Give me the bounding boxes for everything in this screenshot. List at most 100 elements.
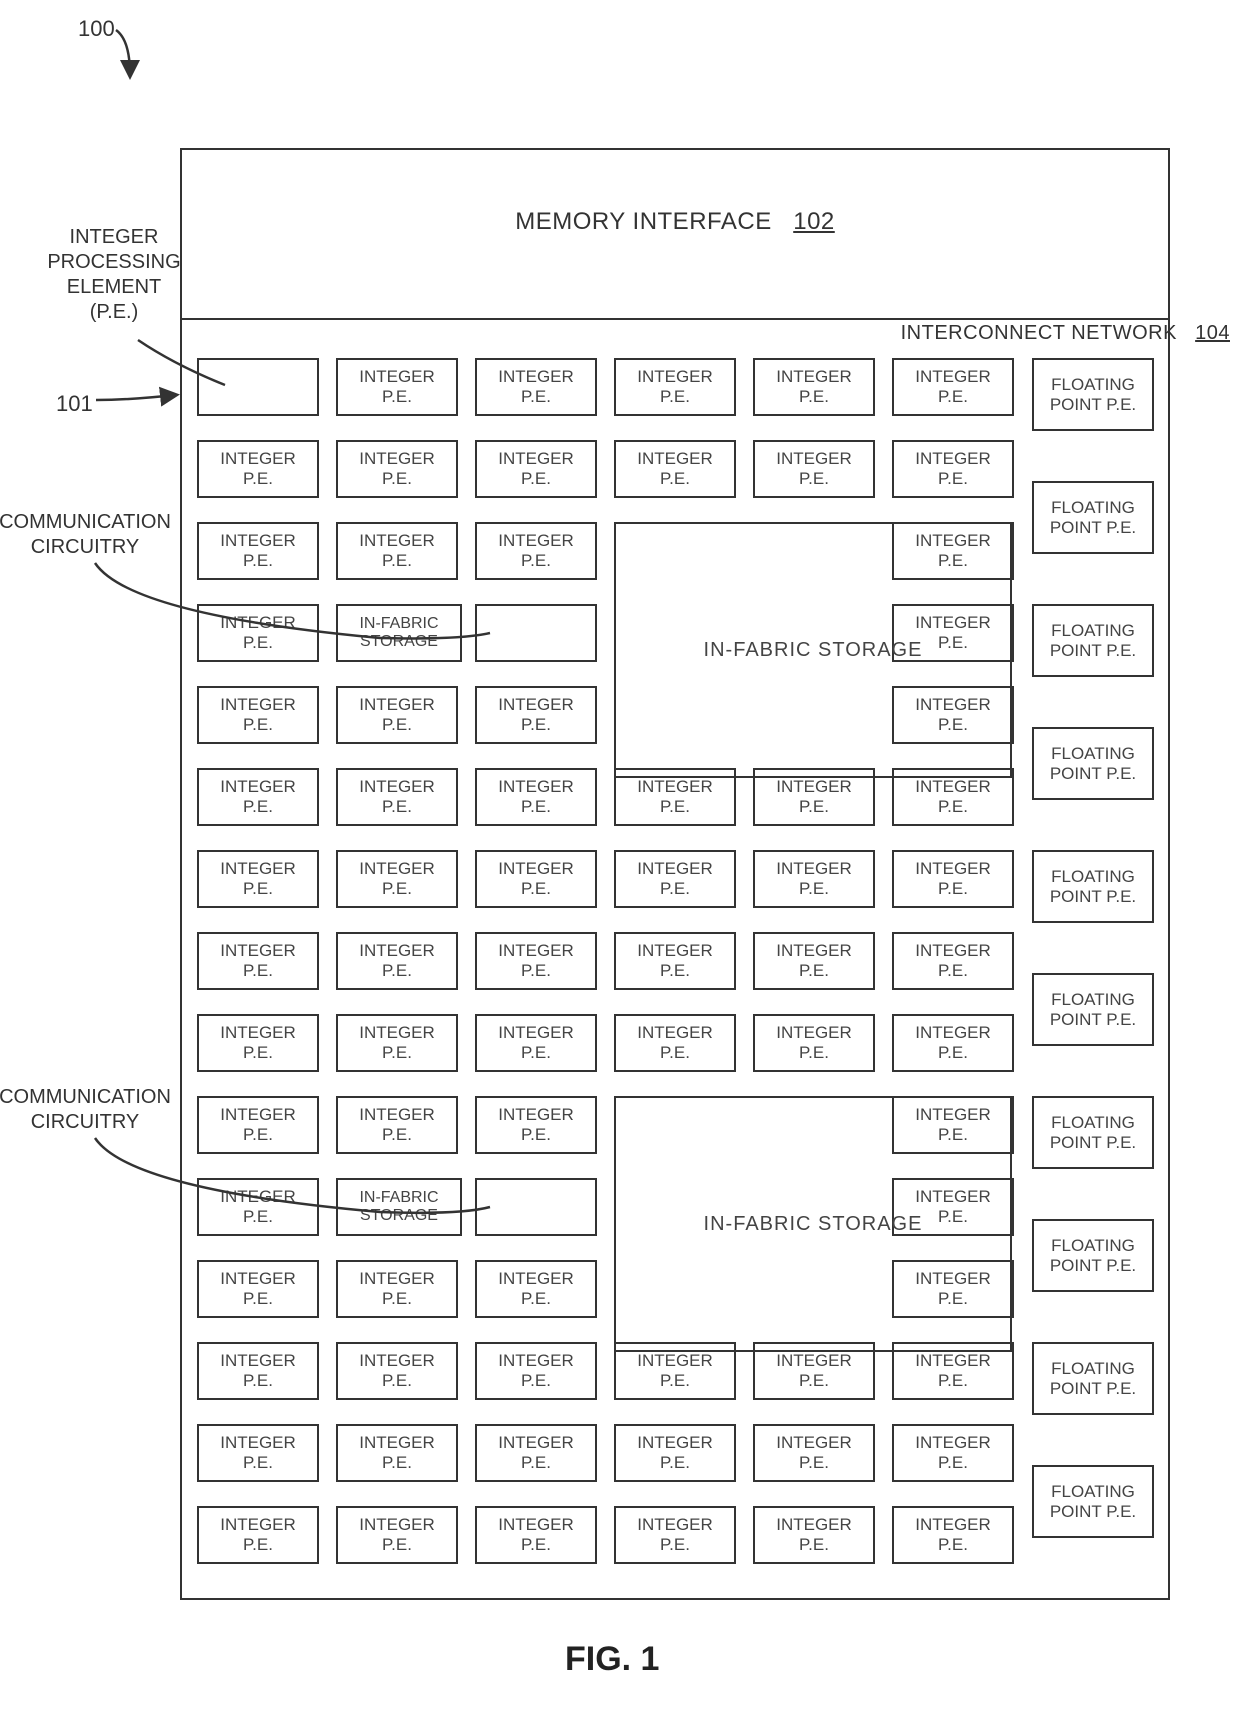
floating-point-pe-block-label: FLOATING POINT P.E. [1050, 867, 1136, 906]
callout-comm-1-text: COMMUNICATION CIRCUITRY [0, 511, 171, 558]
floating-point-pe-block: FLOATING POINT P.E. [1032, 1219, 1154, 1292]
integer-pe-block: INTEGER P.E. [197, 686, 319, 744]
integer-pe-block-label: INTEGER P.E. [220, 1269, 296, 1308]
integer-pe-block-label: INTEGER P.E. [359, 695, 435, 734]
integer-pe-block: INTEGER P.E. [892, 1424, 1014, 1482]
integer-pe-block-label: INTEGER P.E. [915, 941, 991, 980]
integer-pe-block: INTEGER P.E. [614, 1506, 736, 1564]
integer-pe-block-label: INTEGER P.E. [637, 449, 713, 488]
integer-pe-block-label: INTEGER P.E. [915, 777, 991, 816]
integer-pe-block: INTEGER P.E. [614, 440, 736, 498]
in-fabric-storage-small: IN-FABRIC STORAGE [336, 1178, 462, 1236]
integer-pe-pointer-target [197, 358, 319, 416]
integer-pe-block-label: INTEGER P.E. [637, 777, 713, 816]
floating-point-pe-block: FLOATING POINT P.E. [1032, 850, 1154, 923]
integer-pe-block: INTEGER P.E. [336, 1096, 458, 1154]
floating-point-pe-block-label: FLOATING POINT P.E. [1050, 621, 1136, 660]
integer-pe-block-label: INTEGER P.E. [498, 367, 574, 406]
in-fabric-storage-large: IN-FABRIC STORAGE [614, 1096, 1012, 1352]
integer-pe-block-label: INTEGER P.E. [637, 1351, 713, 1390]
integer-pe-block: INTEGER P.E. [197, 440, 319, 498]
integer-pe-block: INTEGER P.E. [336, 1014, 458, 1072]
integer-pe-block: INTEGER P.E. [475, 1096, 597, 1154]
floating-point-pe-block-label: FLOATING POINT P.E. [1050, 1482, 1136, 1521]
integer-pe-block: INTEGER P.E. [475, 1014, 597, 1072]
integer-pe-block-label: INTEGER P.E. [220, 531, 296, 570]
callout-comm-2-text: COMMUNICATION CIRCUITRY [0, 1086, 171, 1133]
integer-pe-block-label: INTEGER P.E. [637, 1433, 713, 1472]
integer-pe-block-label: INTEGER P.E. [637, 367, 713, 406]
in-fabric-storage-small-label: IN-FABRIC STORAGE [359, 1189, 438, 1226]
integer-pe-block-label: INTEGER P.E. [220, 695, 296, 734]
integer-pe-block-label: INTEGER P.E. [359, 941, 435, 980]
integer-pe-block-label: INTEGER P.E. [498, 1515, 574, 1554]
in-fabric-storage-small-label: IN-FABRIC STORAGE [359, 615, 438, 652]
callout-comm-circuitry-1: COMMUNICATION CIRCUITRY [0, 510, 175, 560]
integer-pe-block-label: INTEGER P.E. [498, 941, 574, 980]
integer-pe-block-label: INTEGER P.E. [915, 1351, 991, 1390]
integer-pe-block-label: INTEGER P.E. [915, 1515, 991, 1554]
integer-pe-block: INTEGER P.E. [614, 932, 736, 990]
integer-pe-block: INTEGER P.E. [197, 1260, 319, 1318]
integer-pe-block: INTEGER P.E. [197, 1178, 319, 1236]
integer-pe-block: INTEGER P.E. [892, 932, 1014, 990]
integer-pe-block-label: INTEGER P.E. [637, 1515, 713, 1554]
integer-pe-block: INTEGER P.E. [892, 358, 1014, 416]
floating-point-pe-block: FLOATING POINT P.E. [1032, 1342, 1154, 1415]
integer-pe-block: INTEGER P.E. [197, 1014, 319, 1072]
integer-pe-block-label: INTEGER P.E. [220, 1351, 296, 1390]
integer-pe-block-label: INTEGER P.E. [498, 1023, 574, 1062]
integer-pe-block: INTEGER P.E. [475, 1424, 597, 1482]
integer-pe-block-label: INTEGER P.E. [498, 1105, 574, 1144]
integer-pe-block: INTEGER P.E. [753, 440, 875, 498]
floating-point-pe-block: FLOATING POINT P.E. [1032, 1096, 1154, 1169]
integer-pe-block-label: INTEGER P.E. [915, 1433, 991, 1472]
integer-pe-block: INTEGER P.E. [336, 522, 458, 580]
callout-comm-circuitry-2: COMMUNICATION CIRCUITRY [0, 1085, 175, 1135]
integer-pe-block-label: INTEGER P.E. [220, 613, 296, 652]
integer-pe-block-label: INTEGER P.E. [776, 367, 852, 406]
floating-point-pe-block: FLOATING POINT P.E. [1032, 1465, 1154, 1538]
figure-label: FIG. 1 [565, 1640, 659, 1679]
integer-pe-block-label: INTEGER P.E. [359, 859, 435, 898]
floating-point-pe-block-label: FLOATING POINT P.E. [1050, 744, 1136, 783]
floating-point-pe-block: FLOATING POINT P.E. [1032, 973, 1154, 1046]
integer-pe-block: INTEGER P.E. [475, 932, 597, 990]
integer-pe-block: INTEGER P.E. [475, 1260, 597, 1318]
integer-pe-block: INTEGER P.E. [336, 686, 458, 744]
integer-pe-block-label: INTEGER P.E. [359, 1433, 435, 1472]
integer-pe-block-label: INTEGER P.E. [498, 449, 574, 488]
integer-pe-block-label: INTEGER P.E. [776, 1023, 852, 1062]
integer-pe-block: INTEGER P.E. [614, 1014, 736, 1072]
integer-pe-block: INTEGER P.E. [892, 850, 1014, 908]
in-fabric-storage-large-label: IN-FABRIC STORAGE [704, 639, 923, 662]
integer-pe-block-label: INTEGER P.E. [498, 777, 574, 816]
integer-pe-block-label: INTEGER P.E. [915, 1023, 991, 1062]
floating-point-pe-block-label: FLOATING POINT P.E. [1050, 375, 1136, 414]
communication-circuitry-block [475, 604, 597, 662]
memory-interface-text: MEMORY INTERFACE [515, 208, 771, 235]
integer-pe-block-label: INTEGER P.E. [776, 1351, 852, 1390]
floating-point-pe-block: FLOATING POINT P.E. [1032, 481, 1154, 554]
integer-pe-block-label: INTEGER P.E. [220, 777, 296, 816]
integer-pe-block: INTEGER P.E. [336, 850, 458, 908]
integer-pe-block-label: INTEGER P.E. [776, 859, 852, 898]
integer-pe-block: INTEGER P.E. [475, 440, 597, 498]
integer-pe-block: INTEGER P.E. [197, 768, 319, 826]
integer-pe-block: INTEGER P.E. [197, 850, 319, 908]
integer-pe-block: INTEGER P.E. [197, 1424, 319, 1482]
in-fabric-storage-large-label: IN-FABRIC STORAGE [704, 1213, 923, 1236]
integer-pe-block: INTEGER P.E. [197, 604, 319, 662]
integer-pe-block: INTEGER P.E. [753, 1424, 875, 1482]
integer-pe-block: INTEGER P.E. [753, 1506, 875, 1564]
floating-point-pe-block-label: FLOATING POINT P.E. [1050, 1359, 1136, 1398]
in-fabric-storage-large: IN-FABRIC STORAGE [614, 522, 1012, 778]
floating-point-pe-block-label: FLOATING POINT P.E. [1050, 990, 1136, 1029]
integer-pe-block: INTEGER P.E. [475, 1342, 597, 1400]
integer-pe-block-label: INTEGER P.E. [220, 941, 296, 980]
integer-pe-block: INTEGER P.E. [336, 932, 458, 990]
integer-pe-block-label: INTEGER P.E. [776, 941, 852, 980]
integer-pe-block-label: INTEGER P.E. [220, 449, 296, 488]
integer-pe-block: INTEGER P.E. [475, 1506, 597, 1564]
integer-pe-block: INTEGER P.E. [197, 1506, 319, 1564]
